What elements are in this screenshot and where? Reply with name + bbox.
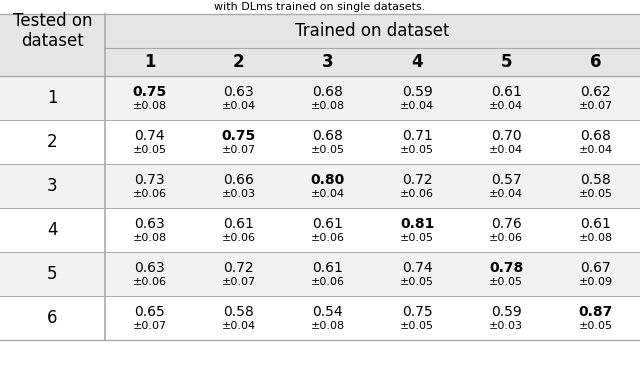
Text: 2: 2 — [47, 133, 58, 151]
Bar — [0, 48, 640, 76]
Text: 0.63: 0.63 — [223, 85, 254, 99]
Text: 5: 5 — [47, 265, 58, 283]
Text: ±0.06: ±0.06 — [132, 189, 166, 199]
Text: ±0.04: ±0.04 — [489, 145, 524, 155]
Text: 0.59: 0.59 — [491, 305, 522, 319]
Text: 1: 1 — [144, 53, 156, 71]
Bar — [0, 76, 640, 120]
Text: ±0.05: ±0.05 — [132, 145, 166, 155]
Bar — [0, 14, 640, 48]
Text: ±0.04: ±0.04 — [489, 189, 524, 199]
Text: 0.61: 0.61 — [312, 261, 343, 275]
Text: 0.76: 0.76 — [491, 217, 522, 231]
Bar — [0, 0, 640, 14]
Text: 0.61: 0.61 — [312, 217, 343, 231]
Bar — [0, 164, 640, 208]
Text: ±0.04: ±0.04 — [221, 321, 256, 331]
Text: 0.71: 0.71 — [402, 129, 433, 143]
Text: ±0.07: ±0.07 — [579, 101, 612, 111]
Bar — [0, 252, 640, 296]
Text: 6: 6 — [589, 53, 601, 71]
Text: 0.61: 0.61 — [223, 217, 254, 231]
Text: ±0.09: ±0.09 — [579, 277, 612, 287]
Text: 0.87: 0.87 — [579, 305, 612, 319]
Text: 0.74: 0.74 — [402, 261, 433, 275]
Text: 3: 3 — [47, 177, 58, 195]
Text: 0.61: 0.61 — [491, 85, 522, 99]
Text: ±0.07: ±0.07 — [221, 277, 256, 287]
Text: 0.68: 0.68 — [312, 129, 343, 143]
Text: 6: 6 — [47, 309, 58, 327]
Text: ±0.07: ±0.07 — [221, 145, 256, 155]
Text: 0.68: 0.68 — [312, 85, 343, 99]
Text: ±0.05: ±0.05 — [579, 321, 612, 331]
Text: Tested on
dataset: Tested on dataset — [13, 12, 92, 51]
Text: 0.72: 0.72 — [223, 261, 254, 275]
Text: 0.81: 0.81 — [400, 217, 435, 231]
Text: ±0.05: ±0.05 — [400, 277, 434, 287]
Text: 5: 5 — [500, 53, 512, 71]
Text: ±0.08: ±0.08 — [132, 101, 166, 111]
Text: 0.67: 0.67 — [580, 261, 611, 275]
Text: ±0.04: ±0.04 — [489, 101, 524, 111]
Text: ±0.06: ±0.06 — [132, 277, 166, 287]
Text: 0.63: 0.63 — [134, 261, 165, 275]
Text: ±0.06: ±0.06 — [221, 233, 256, 243]
Text: ±0.08: ±0.08 — [132, 233, 166, 243]
Text: ±0.06: ±0.06 — [489, 233, 524, 243]
Text: ±0.06: ±0.06 — [311, 277, 345, 287]
Bar — [0, 120, 640, 164]
Text: ±0.05: ±0.05 — [489, 277, 524, 287]
Text: 0.74: 0.74 — [134, 129, 165, 143]
Text: 1: 1 — [47, 89, 58, 107]
Text: ±0.08: ±0.08 — [579, 233, 612, 243]
Text: ±0.05: ±0.05 — [311, 145, 345, 155]
Bar — [0, 208, 640, 252]
Text: ±0.06: ±0.06 — [400, 189, 434, 199]
Text: 0.80: 0.80 — [311, 173, 345, 187]
Bar — [0, 296, 640, 340]
Text: 0.59: 0.59 — [402, 85, 433, 99]
Text: 0.75: 0.75 — [402, 305, 433, 319]
Text: ±0.04: ±0.04 — [221, 101, 256, 111]
Text: 0.72: 0.72 — [402, 173, 433, 187]
Text: 0.58: 0.58 — [580, 173, 611, 187]
Text: 0.66: 0.66 — [223, 173, 254, 187]
Text: 0.68: 0.68 — [580, 129, 611, 143]
Text: 0.65: 0.65 — [134, 305, 165, 319]
Text: 0.70: 0.70 — [491, 129, 522, 143]
Text: 0.54: 0.54 — [312, 305, 343, 319]
Text: 4: 4 — [47, 221, 58, 239]
Text: 0.58: 0.58 — [223, 305, 254, 319]
Text: 0.61: 0.61 — [580, 217, 611, 231]
Text: ±0.03: ±0.03 — [489, 321, 524, 331]
Text: ±0.05: ±0.05 — [400, 233, 434, 243]
Text: 0.73: 0.73 — [134, 173, 165, 187]
Text: ±0.05: ±0.05 — [400, 145, 434, 155]
Text: 0.78: 0.78 — [489, 261, 524, 275]
Text: ±0.03: ±0.03 — [221, 189, 256, 199]
Text: 0.75: 0.75 — [132, 85, 166, 99]
Text: ±0.08: ±0.08 — [311, 101, 345, 111]
Text: 0.57: 0.57 — [491, 173, 522, 187]
Text: 3: 3 — [322, 53, 333, 71]
Text: ±0.04: ±0.04 — [311, 189, 345, 199]
Text: 0.75: 0.75 — [221, 129, 256, 143]
Text: ±0.04: ±0.04 — [579, 145, 612, 155]
Text: ±0.06: ±0.06 — [311, 233, 345, 243]
Text: ±0.07: ±0.07 — [132, 321, 166, 331]
Text: ±0.05: ±0.05 — [400, 321, 434, 331]
Text: 0.62: 0.62 — [580, 85, 611, 99]
Text: 0.63: 0.63 — [134, 217, 165, 231]
Text: ±0.04: ±0.04 — [400, 101, 434, 111]
Text: 4: 4 — [412, 53, 423, 71]
Text: 2: 2 — [233, 53, 244, 71]
Text: ±0.05: ±0.05 — [579, 189, 612, 199]
Text: ±0.08: ±0.08 — [311, 321, 345, 331]
Text: Trained on dataset: Trained on dataset — [295, 22, 450, 40]
Text: with DLms trained on single datasets.: with DLms trained on single datasets. — [214, 2, 426, 12]
